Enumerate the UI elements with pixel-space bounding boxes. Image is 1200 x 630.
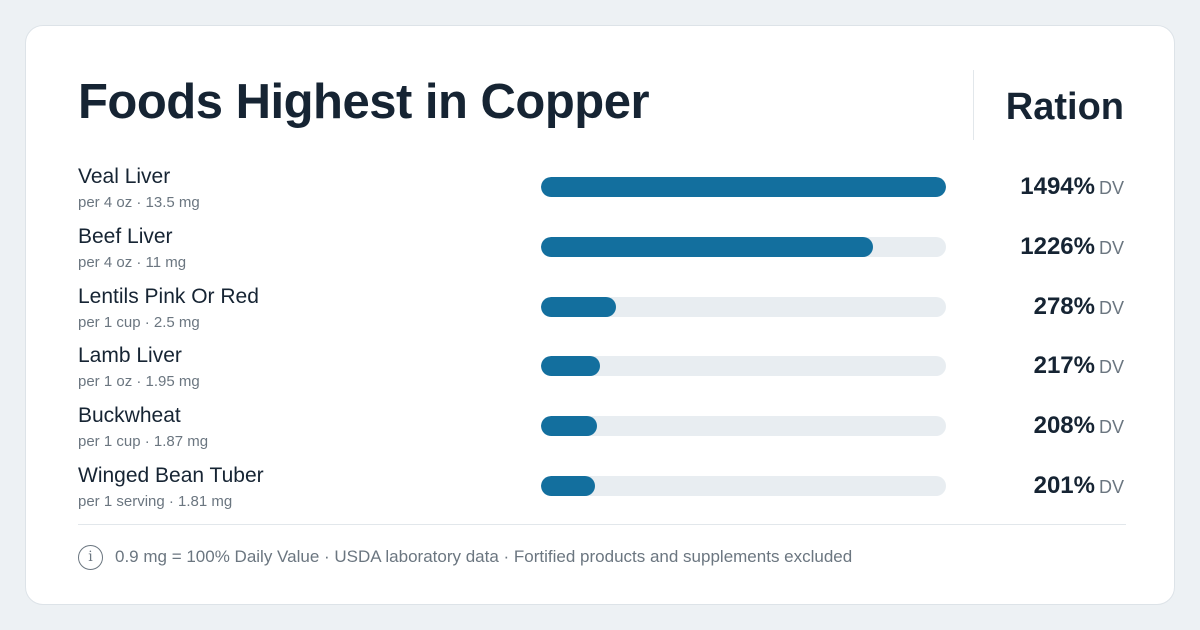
serving-info: per 4 oz · 13.5 mg (78, 194, 200, 211)
bar-fill (541, 236, 874, 257)
bar-row: Lamb Liver per 1 oz · 1.95 mg 217% DV (26, 345, 1174, 401)
percent-value: 217% (1033, 352, 1095, 380)
bar-row: Winged Bean Tuber per 1 serving · 1.81 mg… (26, 465, 1174, 521)
value-label: 1494% DV (1020, 175, 1124, 199)
bar-track (541, 416, 946, 437)
percent-unit: DV (1098, 417, 1124, 438)
bar-fill (541, 356, 600, 377)
percent-value: 278% (1033, 292, 1095, 320)
header-divider (973, 70, 974, 140)
food-name: Lentils Pink Or Red (78, 284, 259, 308)
bar-fill (541, 296, 617, 317)
bar-track (541, 177, 946, 197)
bar-fill (541, 177, 946, 197)
bar-track (541, 476, 946, 496)
percent-value: 1226% (1020, 232, 1095, 260)
bar-fill (541, 476, 596, 496)
footer-note: 0.9 mg = 100% Daily Value · USDA laborat… (115, 547, 853, 566)
value-label: 1226% DV (1020, 232, 1124, 260)
percent-value: 1494% (1020, 173, 1095, 200)
footer-divider (78, 524, 1126, 525)
percent-unit: DV (1098, 237, 1124, 258)
percent-value: 201% (1033, 472, 1095, 499)
food-name: Lamb Liver (78, 344, 182, 368)
bar-fill (541, 416, 598, 437)
percent-unit: DV (1098, 477, 1124, 497)
serving-info: per 1 cup · 2.5 mg (78, 313, 200, 331)
serving-info: per 1 oz · 1.95 mg (78, 373, 200, 391)
value-label: 201% DV (1034, 474, 1124, 498)
chart-title: Foods Highest in Copper (78, 75, 650, 129)
bar-row: Beef Liver per 4 oz · 11 mg 1226% DV (26, 226, 1174, 282)
bar-row: Veal Liver per 4 oz · 13.5 mg 1494% DV (26, 166, 1174, 222)
bar-track (541, 236, 946, 257)
brand-logo: Ration (1005, 86, 1124, 128)
bar-track (541, 296, 946, 317)
percent-unit: DV (1098, 178, 1124, 198)
info-icon: i (78, 544, 103, 570)
food-name: Veal Liver (78, 165, 171, 188)
chart-card: Foods Highest in Copper Ration Veal Live… (25, 25, 1175, 605)
bar-row: Lentils Pink Or Red per 1 cup · 2.5 mg 278… (26, 286, 1174, 342)
serving-info: per 1 cup · 1.87 mg (78, 433, 209, 451)
serving-info: per 1 serving · 1.81 mg (78, 493, 233, 510)
value-label: 217% DV (1034, 354, 1124, 378)
food-name: Buckwheat (78, 404, 181, 428)
bar-row: Buckwheat per 1 cup · 1.87 mg 208% DV (26, 405, 1174, 461)
footer: i 0.9 mg = 100% Daily Value · USDA labor… (78, 544, 852, 570)
percent-unit: DV (1098, 297, 1124, 318)
value-label: 208% DV (1034, 414, 1124, 438)
value-label: 278% DV (1033, 292, 1124, 320)
percent-unit: DV (1098, 357, 1124, 378)
bar-track (541, 356, 946, 377)
food-name: Beef Liver (78, 224, 173, 248)
serving-info: per 4 oz · 11 mg (78, 253, 187, 271)
food-name: Winged Bean Tuber (78, 464, 264, 487)
percent-value: 208% (1033, 412, 1095, 440)
